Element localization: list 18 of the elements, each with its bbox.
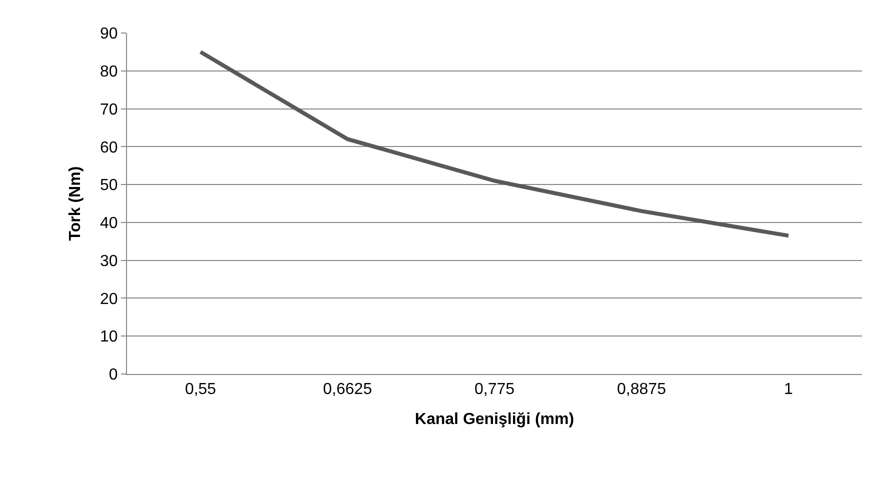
y-tick-label: 60 <box>100 139 118 156</box>
x-tick-label: 0,55 <box>184 381 216 398</box>
line-series <box>198 50 790 238</box>
y-tick-label: 70 <box>100 101 118 118</box>
x-tick-label: 0,6625 <box>323 381 372 398</box>
y-tick-label: 80 <box>100 63 118 80</box>
x-tick-label: 0,8875 <box>617 381 666 398</box>
y-tick-label: 90 <box>100 26 118 43</box>
y-tick-label: 30 <box>100 252 118 270</box>
y-tick-label: 10 <box>100 328 118 346</box>
y-tick-label: 40 <box>100 215 118 232</box>
y-axis-title: Tork (Nm) <box>66 166 84 241</box>
x-tick-label: 0,775 <box>474 381 515 398</box>
y-tick-label: 20 <box>100 290 118 308</box>
x-tick-label: 1 <box>784 381 794 398</box>
y-tick-label: 50 <box>100 177 118 194</box>
y-tick-label: 0 <box>108 366 118 384</box>
x-axis-title: Kanal Genişliği (mm) <box>414 410 574 428</box>
